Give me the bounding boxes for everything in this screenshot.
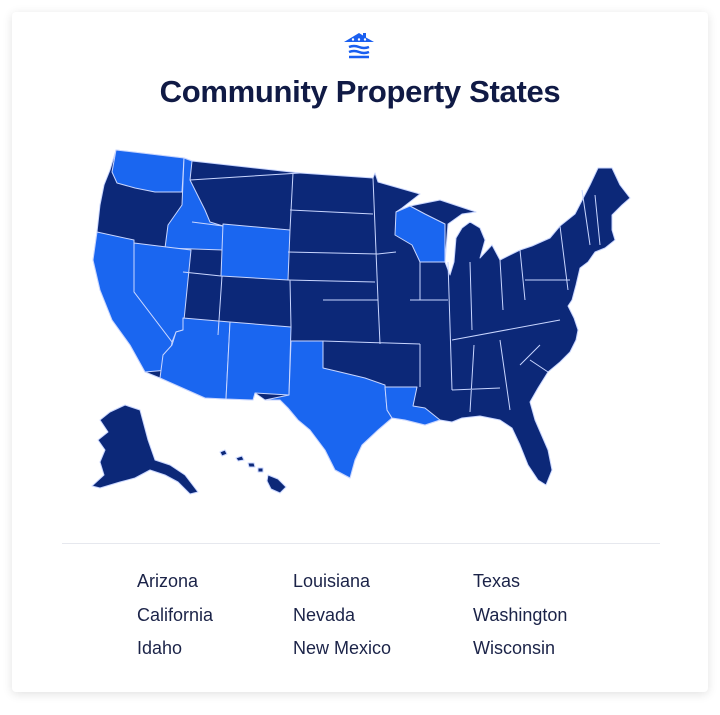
map-state-california [92, 231, 173, 373]
state-list-item: Wisconsin [473, 638, 556, 658]
map-state-wisconsin [394, 205, 446, 263]
state-list-item: Texas [473, 571, 521, 591]
page-title: Community Property States [159, 74, 561, 109]
map-state-texas [264, 340, 393, 479]
map-state-louisiana [384, 386, 441, 426]
divider [62, 543, 660, 544]
state-list-item: New Mexico [293, 638, 392, 658]
state-list-item: Louisiana [293, 571, 371, 591]
house-with-waves-icon [344, 33, 374, 59]
state-list-item: Arizona [137, 571, 199, 591]
state-list-item: Washington [473, 605, 568, 625]
state-list-item: Idaho [137, 638, 183, 658]
state-list-item: Nevada [293, 605, 356, 625]
map-state-wyoming [220, 223, 291, 281]
map-state-new-mexico [225, 321, 292, 401]
map-state-borders [182, 172, 601, 413]
map-state-hawaii [219, 449, 287, 494]
state-list-item: California [137, 605, 214, 625]
map-state-alaska [91, 404, 199, 495]
